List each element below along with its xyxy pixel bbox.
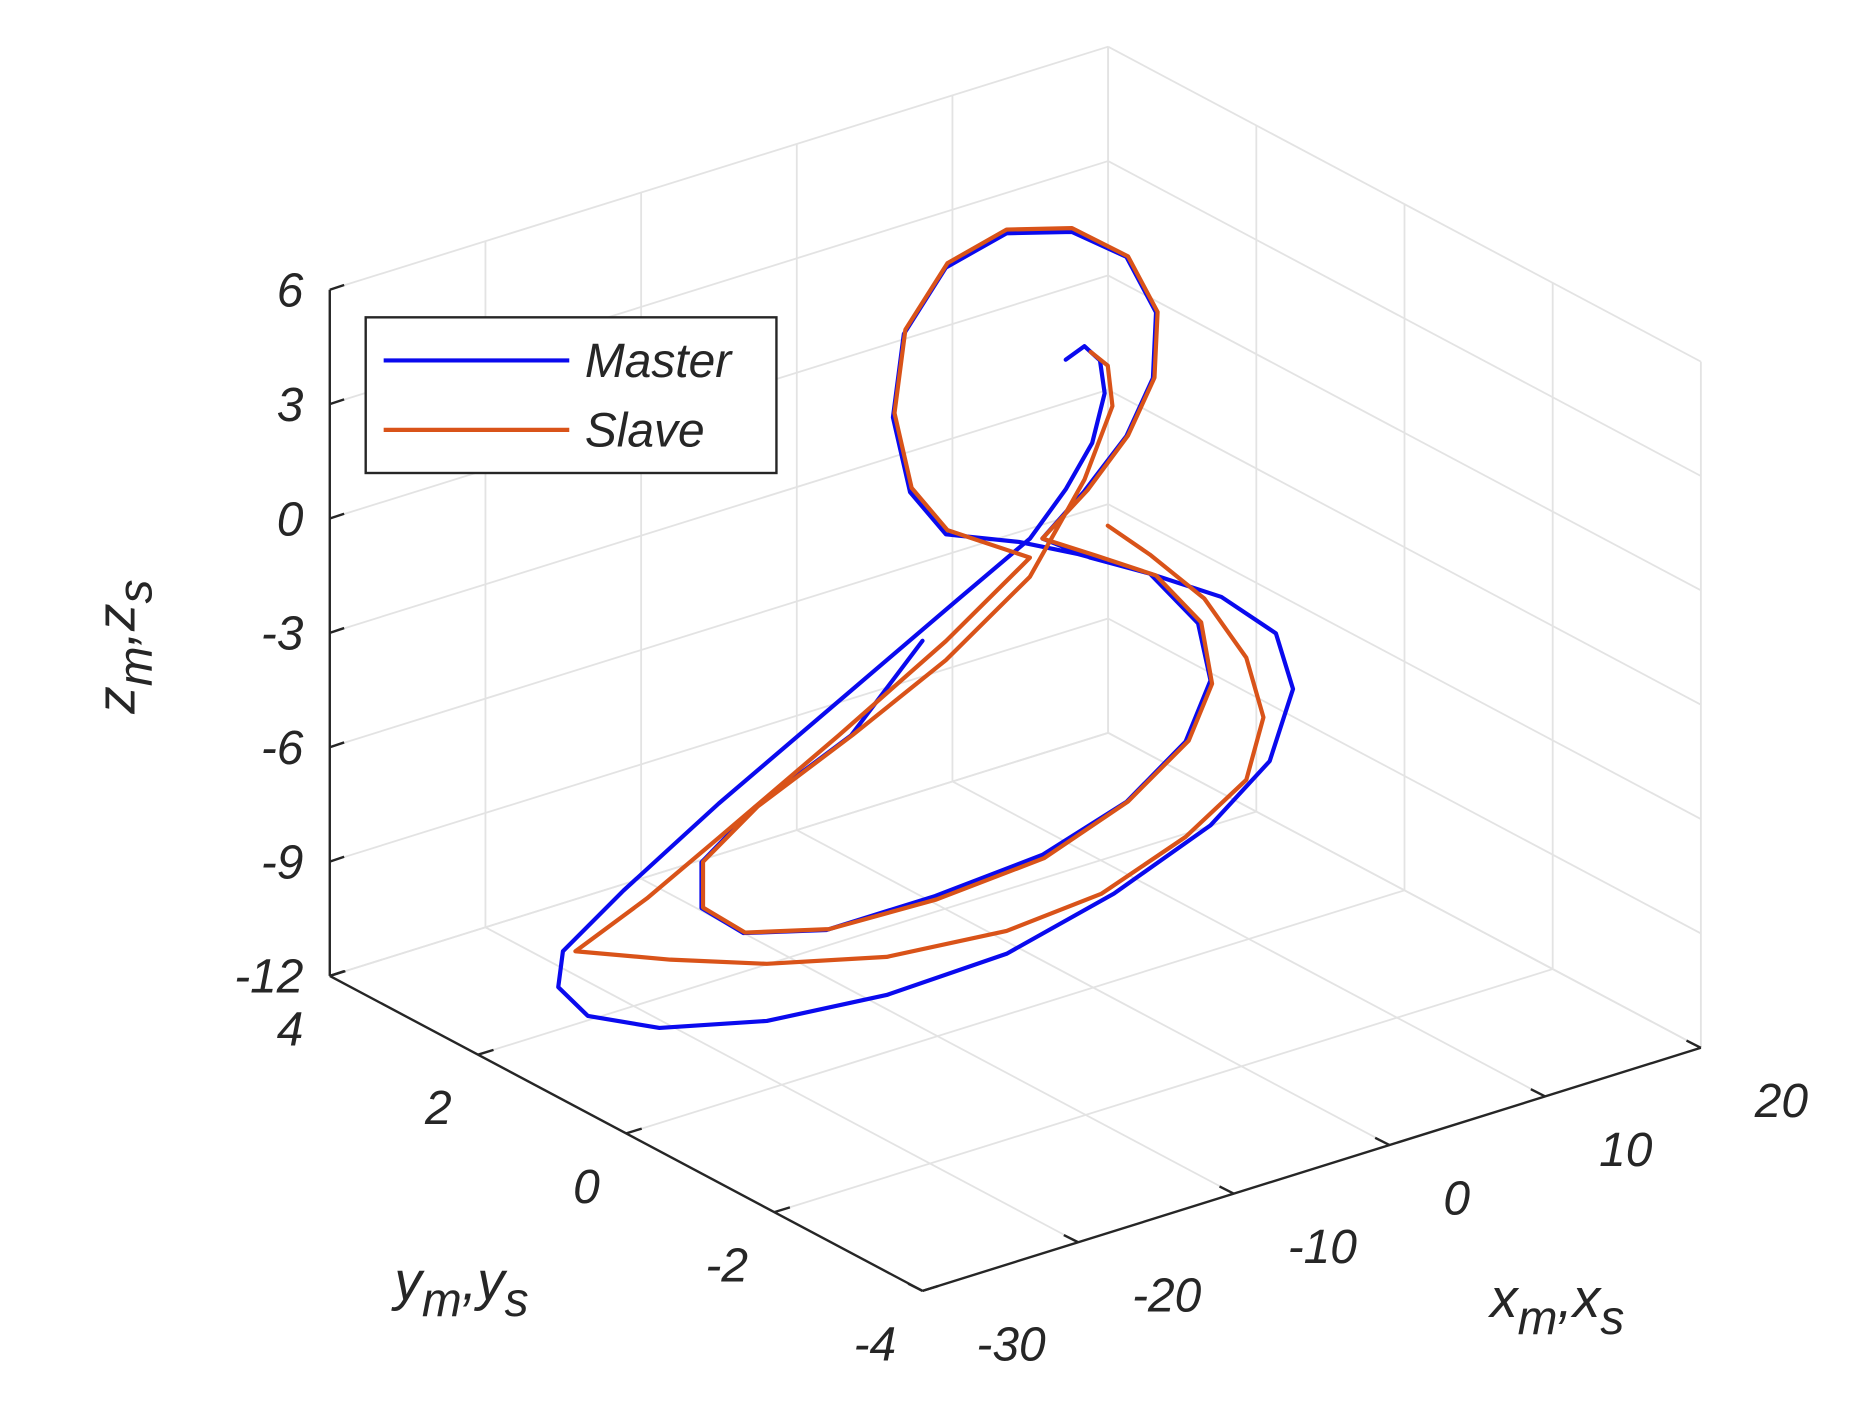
y-tick-label: 2 xyxy=(424,1082,452,1135)
y-tick-label: 0 xyxy=(573,1161,600,1214)
grid-line xyxy=(1107,388,1702,706)
y-tick-label: -2 xyxy=(705,1240,748,1293)
label-part: x xyxy=(1487,1267,1520,1329)
axes xyxy=(328,283,1702,1293)
z-tick xyxy=(329,398,345,406)
x-tick xyxy=(1218,1185,1235,1195)
z-axis-label: zm,zs xyxy=(85,580,163,715)
x-tick-label: 20 xyxy=(1754,1075,1809,1128)
label-part: y xyxy=(390,1249,425,1311)
z-tick xyxy=(329,855,345,863)
grid-line xyxy=(1107,503,1702,820)
x-tick xyxy=(1063,1233,1079,1244)
label-part: ,z xyxy=(85,603,147,646)
subscript: s xyxy=(1600,1292,1624,1345)
y-tick xyxy=(625,1127,643,1135)
x-axis-label: xm,xs xyxy=(1487,1267,1624,1345)
grid-line xyxy=(1107,160,1702,477)
series-line xyxy=(573,226,1266,966)
labels: -12-9-6-3036-4-2024-30-20-1001020zm,zsym… xyxy=(85,265,1809,1372)
label-part: ,x xyxy=(1558,1267,1603,1329)
z-tick-label: 0 xyxy=(277,493,304,546)
z-tick-label: 3 xyxy=(277,379,304,432)
z-tick xyxy=(329,283,345,291)
y-tick-label: -4 xyxy=(854,1318,897,1371)
z-tick xyxy=(329,626,345,634)
grid-line xyxy=(1107,45,1702,363)
grid-line xyxy=(329,731,1109,977)
legend-box xyxy=(364,316,778,475)
z-tick-label: 6 xyxy=(277,265,304,318)
grid-line xyxy=(329,45,1109,291)
x-tick-label: 10 xyxy=(1599,1124,1653,1177)
label-part: ,y xyxy=(462,1249,508,1311)
plot-lines xyxy=(556,226,1296,1031)
subscript: m xyxy=(109,646,162,686)
x-axis-line xyxy=(922,1046,1702,1293)
y-tick xyxy=(477,1048,494,1056)
legend: Master Slave xyxy=(364,316,778,475)
subscript: s xyxy=(505,1274,529,1327)
x-tick xyxy=(907,1282,924,1292)
x-tick xyxy=(1685,1039,1702,1049)
grid-line xyxy=(1107,274,1702,592)
z-tick-label: -6 xyxy=(261,722,304,775)
x-tick-label: 0 xyxy=(1443,1172,1470,1225)
y-tick-label: 4 xyxy=(277,1003,304,1056)
grid-line xyxy=(477,810,1257,1056)
y-tick xyxy=(773,1206,791,1214)
x-tick xyxy=(1374,1136,1391,1147)
legend-label: Master xyxy=(585,335,733,388)
subscript: s xyxy=(109,580,162,604)
label-part: z xyxy=(85,686,147,715)
grid-line xyxy=(329,503,1109,749)
x-tick-label: -30 xyxy=(976,1318,1046,1371)
grid-line xyxy=(1107,732,1702,1049)
subscript: m xyxy=(1518,1292,1558,1345)
grid-line xyxy=(774,968,1553,1213)
y-tick xyxy=(922,1284,939,1293)
z-tick xyxy=(329,741,345,749)
grid-line xyxy=(625,889,1405,1135)
z-tick-label: -12 xyxy=(234,951,303,1004)
subscript: m xyxy=(422,1274,462,1327)
legend-label: Slave xyxy=(585,405,705,458)
x-tick xyxy=(1530,1088,1546,1098)
x-tick-label: -20 xyxy=(1132,1270,1202,1323)
grid-line xyxy=(329,617,1109,863)
y-tick xyxy=(329,970,346,978)
z-tick-label: -3 xyxy=(261,608,304,661)
y-axis-label: ym,ys xyxy=(390,1249,528,1327)
x-tick-label: -10 xyxy=(1288,1221,1358,1274)
z-tick xyxy=(329,512,345,520)
z-tick-label: -9 xyxy=(261,836,304,889)
grid-line xyxy=(329,388,1109,634)
